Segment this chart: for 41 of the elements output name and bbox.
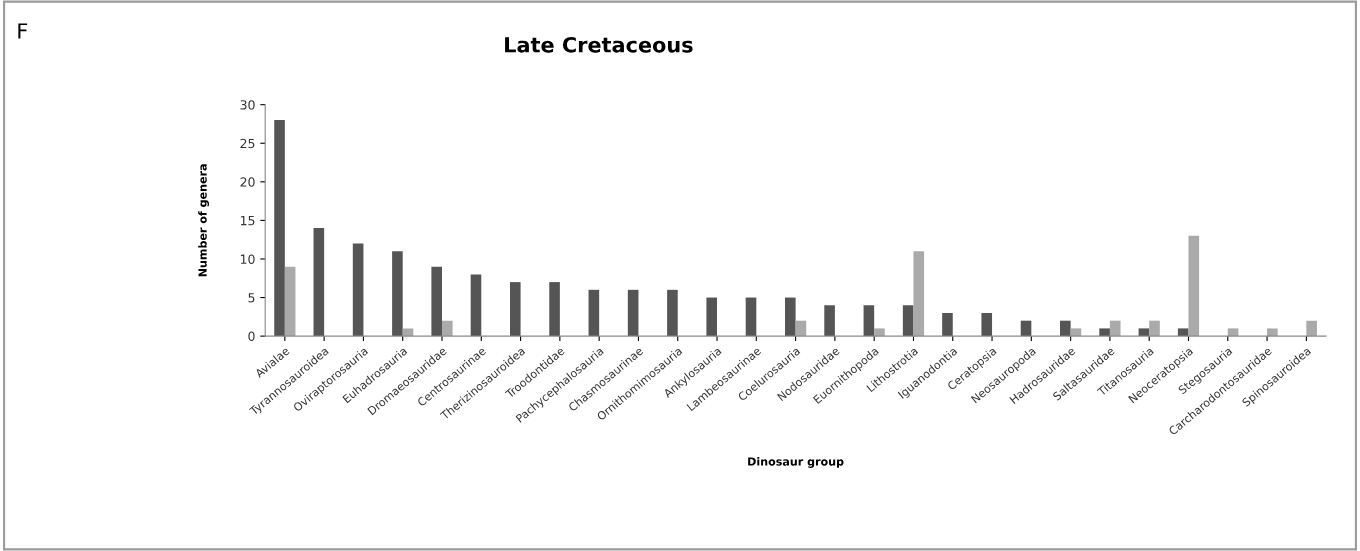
- bar: [863, 305, 875, 337]
- bar: [1060, 320, 1071, 337]
- bar: [784, 297, 796, 337]
- bar: [274, 120, 285, 337]
- bar: [284, 266, 296, 337]
- y-tick-label: 10: [240, 254, 255, 264]
- bar: [442, 320, 453, 337]
- bar: [431, 266, 442, 337]
- bar: [874, 328, 885, 337]
- bar: [1109, 320, 1121, 337]
- bar: [667, 289, 678, 337]
- bar: [627, 289, 639, 337]
- y-axis-title: Number of genera: [198, 164, 210, 277]
- y-tick-label: 30: [240, 100, 255, 110]
- bar: [1267, 328, 1278, 337]
- bar: [470, 274, 482, 337]
- bar: [1306, 320, 1317, 337]
- x-axis-title: Dinosaur group: [748, 457, 844, 468]
- y-tick-label: 15: [240, 216, 255, 226]
- bar: [1099, 328, 1110, 337]
- y-tick-label: 0: [248, 331, 255, 342]
- bar: [588, 289, 600, 337]
- bar: [913, 251, 925, 337]
- bar: [745, 297, 757, 337]
- y-tick-label: 20: [240, 177, 255, 187]
- y-tick-label: 5: [248, 293, 255, 303]
- text: F: [18, 23, 28, 39]
- bar: [1188, 235, 1200, 337]
- bar: [392, 251, 403, 337]
- bar: [942, 312, 953, 337]
- bar: [509, 282, 521, 337]
- bar: [706, 297, 718, 337]
- bar: [902, 305, 914, 337]
- bar: [313, 228, 325, 337]
- bar: [549, 282, 560, 337]
- bar: [352, 243, 364, 337]
- bar: [824, 305, 835, 337]
- chart-title: Late Cretaceous: [505, 36, 693, 53]
- bar: [1149, 320, 1160, 337]
- y-tick-label: 25: [240, 138, 255, 149]
- bar: [981, 312, 993, 337]
